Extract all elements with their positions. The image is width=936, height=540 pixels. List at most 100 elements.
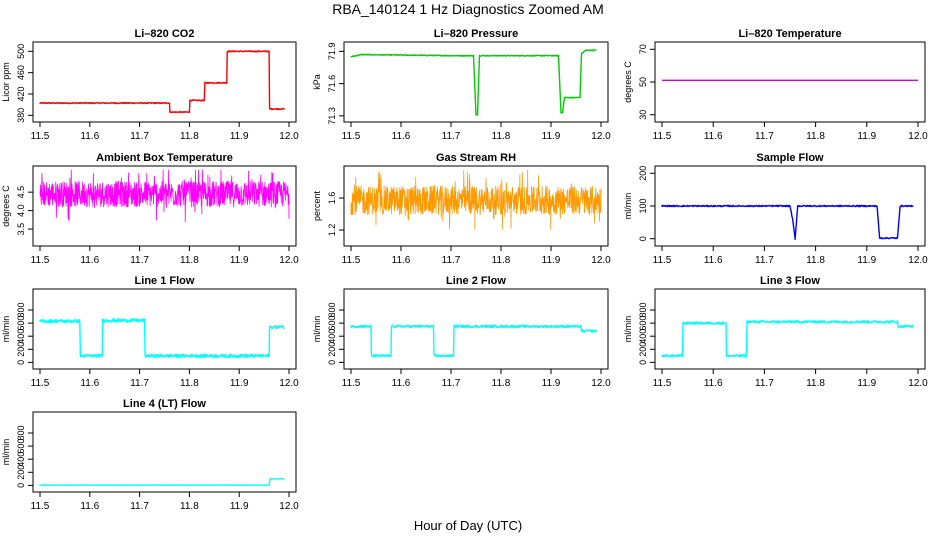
x-tick-label: 11.9: [230, 378, 249, 389]
chart-ambient: Ambient Box Temperature degrees C 11.5 11.6…: [1, 152, 299, 266]
x-tick-label: 11.8: [180, 255, 199, 266]
chart-title: Line 2 Flow: [446, 275, 506, 287]
x-tick-label: 11.5: [342, 131, 361, 142]
y-tick-label: 3.5: [16, 223, 26, 236]
chart-line2: Line 2 Flow ml/min 11.5 11.6 11.7 11.8 11.9 12.…: [312, 275, 611, 389]
x-tick-label: 12.0: [908, 131, 928, 142]
y-tick-label: 800: [16, 303, 26, 318]
y-axis-label: ml/min: [1, 316, 11, 343]
y-tick-label: 70: [638, 44, 648, 54]
x-tick-label: 11.9: [857, 131, 876, 142]
plot-frame: [343, 288, 609, 370]
x-tick-label: 11.9: [542, 255, 561, 266]
x-tick-label: 11.6: [392, 378, 411, 389]
y-tick-label: 71.6: [327, 75, 337, 93]
y-tick-label: 600: [16, 439, 26, 454]
y-tick-label: 0: [638, 360, 648, 365]
y-tick-label: 400: [16, 329, 26, 344]
y-tick-label: 800: [638, 303, 648, 318]
plot-frame: [32, 165, 297, 247]
chart-line1: Line 1 Flow ml/min 11.5 11.6 11.7 11.8 11.9 12.…: [1, 275, 299, 389]
x-tick-label: 12.0: [591, 378, 611, 389]
x-tick-label: 11.8: [180, 501, 199, 512]
chart-co2: Li–820 CO2 Licor ppm 11.5 11.6 11.7 11.8 11.9 1…: [1, 28, 299, 142]
y-tick-label: 200: [638, 166, 648, 181]
chart-title: Li–820 Temperature: [738, 28, 841, 40]
x-tick-label: 11.5: [653, 378, 672, 389]
y-axis-label: kPa: [312, 74, 322, 90]
y-tick-label: 0: [638, 236, 648, 241]
x-tick-label: 11.7: [442, 378, 461, 389]
y-tick-label: 400: [16, 452, 26, 467]
x-tick-label: 12.0: [591, 131, 611, 142]
x-tick-label: 11.7: [130, 501, 149, 512]
figure-xlabel: Hour of Day (UTC): [413, 518, 523, 533]
chart-title: Gas Stream RH: [436, 152, 516, 164]
x-tick-label: 11.7: [755, 378, 774, 389]
y-tick-label: 200: [16, 342, 26, 357]
series-line: [39, 478, 285, 486]
x-tick-label: 12.0: [279, 255, 299, 266]
x-tick-label: 11.7: [130, 255, 149, 266]
series-line: [350, 49, 597, 116]
plot-frame: [343, 41, 609, 123]
x-tick-label: 12.0: [279, 501, 299, 512]
figure-title: RBA_140124 1 Hz Diagnostics Zoomed AM: [332, 1, 604, 17]
y-tick-label: 500: [16, 44, 26, 59]
x-tick-label: 11.5: [31, 255, 50, 266]
x-tick-label: 11.8: [492, 131, 511, 142]
x-tick-label: 11.8: [180, 378, 199, 389]
x-tick-label: 11.8: [806, 378, 825, 389]
chart-temperature: Li–820 Temperature degrees C 11.5 11.6 11.7 1…: [623, 28, 928, 142]
y-tick-label: 400: [327, 329, 337, 344]
y-axis-label: Licor ppm: [1, 62, 11, 102]
x-tick-label: 11.9: [857, 378, 876, 389]
y-axis-label: ml/min: [623, 193, 633, 220]
series-line: [661, 204, 914, 241]
chart-line3: Line 3 Flow ml/min 11.5 11.6 11.7 11.8 11.9 12.…: [623, 275, 928, 389]
y-tick-label: 600: [327, 316, 337, 331]
x-tick-label: 12.0: [908, 255, 928, 266]
x-tick-label: 11.7: [130, 131, 149, 142]
x-tick-label: 11.7: [755, 131, 774, 142]
chart-title: Ambient Box Temperature: [96, 152, 233, 164]
chart-pressure: Li–820 Pressure kPa 11.5 11.6 11.7 11.8 11.9 12…: [312, 28, 611, 142]
x-tick-label: 12.0: [279, 378, 299, 389]
y-tick-label: 100: [638, 198, 648, 213]
y-axis-label: ml/min: [1, 439, 11, 466]
y-tick-label: 400: [638, 329, 648, 344]
y-tick-label: 380: [16, 108, 26, 123]
x-tick-label: 11.6: [704, 255, 723, 266]
y-tick-label: 71.9: [327, 43, 337, 61]
x-tick-label: 11.8: [492, 255, 511, 266]
series-line: [39, 318, 285, 359]
y-tick-label: 0: [16, 360, 26, 365]
x-tick-label: 11.7: [442, 255, 461, 266]
x-tick-label: 11.6: [80, 501, 99, 512]
series-line: [661, 319, 914, 358]
y-axis-label: degrees C: [1, 185, 11, 227]
y-tick-label: 600: [638, 316, 648, 331]
y-tick-label: 1.2: [327, 224, 337, 237]
x-tick-label: 11.7: [442, 131, 461, 142]
x-tick-label: 11.5: [31, 501, 50, 512]
x-tick-label: 11.5: [31, 378, 50, 389]
series-line: [350, 169, 602, 230]
x-tick-label: 11.6: [80, 255, 99, 266]
y-tick-label: 600: [16, 316, 26, 331]
series-line: [39, 169, 290, 223]
y-axis-label: degrees C: [623, 61, 633, 103]
x-tick-label: 11.6: [392, 255, 411, 266]
x-tick-label: 11.6: [704, 131, 723, 142]
chart-title: Li–820 Pressure: [434, 28, 518, 40]
x-tick-label: 11.6: [392, 131, 411, 142]
y-tick-label: 200: [16, 465, 26, 480]
chart-rh: Gas Stream RH percent 11.5 11.6 11.7 11.8 11.9…: [312, 152, 611, 266]
y-tick-label: 71.3: [327, 107, 337, 125]
x-tick-label: 11.6: [80, 378, 99, 389]
x-tick-label: 11.6: [704, 378, 723, 389]
y-tick-label: 50: [638, 77, 648, 87]
x-tick-label: 11.8: [806, 255, 825, 266]
plot-frame: [654, 41, 926, 123]
